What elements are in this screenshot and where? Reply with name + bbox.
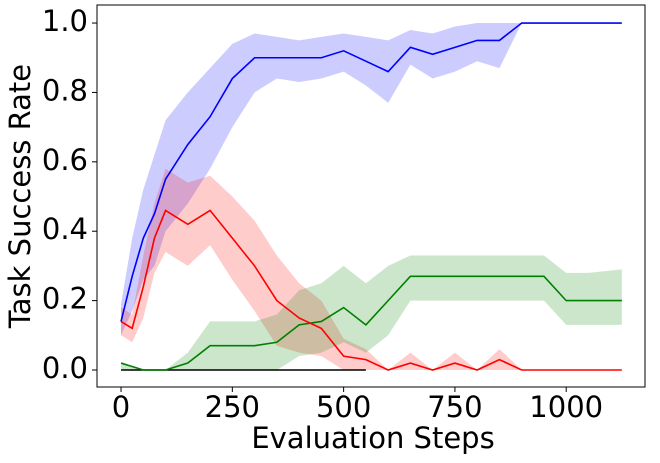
x-tick-label: 750 — [427, 390, 482, 424]
x-tick-label: 500 — [316, 390, 371, 424]
band — [121, 168, 622, 370]
x-tick-label: 0 — [112, 390, 130, 424]
y-tick-label: 0.2 — [42, 282, 88, 316]
line — [120, 275, 622, 371]
y-axis-label: Task Success Rate — [3, 64, 37, 329]
y-tick-label: 0.6 — [42, 143, 88, 177]
y-tick-label: 0.4 — [42, 212, 88, 246]
x-tick-label: 1000 — [529, 390, 603, 424]
y-tick-label: 1.0 — [42, 4, 88, 38]
x-tick-label: 250 — [205, 390, 260, 424]
band — [121, 255, 622, 370]
band — [121, 23, 622, 336]
plot-frame — [96, 4, 646, 388]
y-tick-label: 0.0 — [42, 351, 88, 385]
x-axis-label: Evaluation Steps — [251, 421, 494, 455]
line — [120, 22, 622, 322]
y-tick-label: 0.8 — [42, 73, 88, 107]
line — [120, 209, 622, 371]
